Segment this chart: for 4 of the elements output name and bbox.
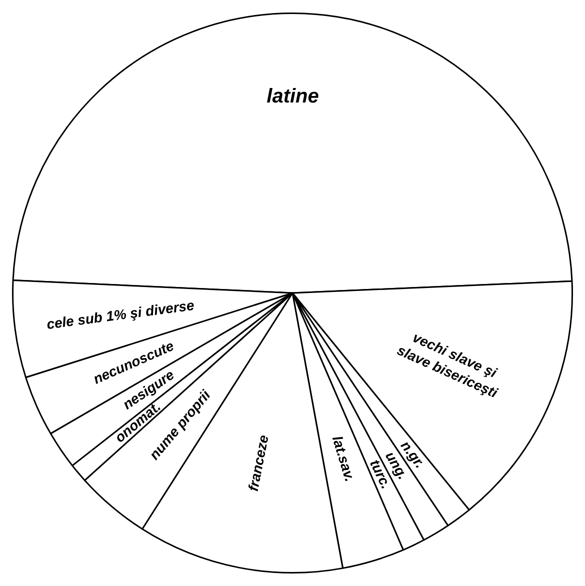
slice-label: lat.sav. [329, 434, 358, 484]
slice-label: franceze [244, 433, 272, 492]
slice-label: latine [266, 86, 319, 108]
slice-label: cele sub 1% şi diverse [46, 296, 196, 332]
